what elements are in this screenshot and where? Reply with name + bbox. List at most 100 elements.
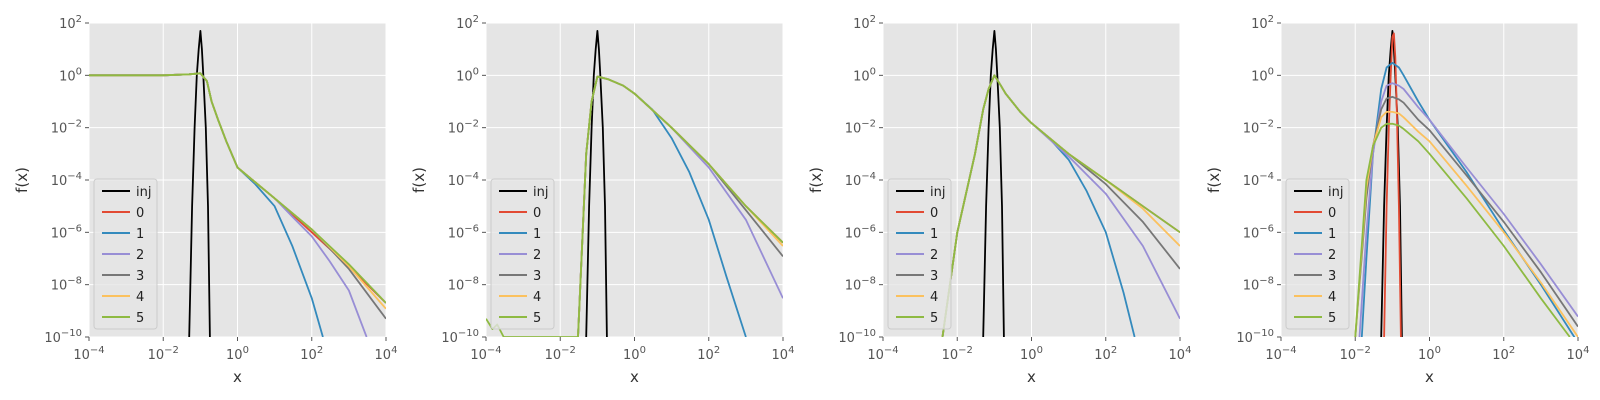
x-tick-label: 104: [1169, 345, 1192, 363]
series-line-5: [1354, 122, 1571, 337]
y-tick-label: 100: [853, 66, 876, 84]
y-tick-label: 10−10: [441, 328, 479, 346]
y-tick-label: 10−2: [1243, 119, 1274, 137]
legend-label-2: 2: [136, 248, 144, 263]
y-tick-label: 10−6: [1243, 223, 1274, 241]
y-tick-label: 10−2: [845, 119, 876, 137]
legend-label-4: 4: [136, 290, 144, 305]
y-tick-label: 10−6: [845, 223, 876, 241]
y-tick-label: 10−4: [845, 171, 876, 189]
x-tick-label: 100: [623, 345, 646, 363]
x-tick-label: 10−2: [942, 345, 973, 363]
legend-label-4: 4: [1328, 290, 1336, 305]
y-tick-label: 102: [456, 14, 479, 32]
legend-label-3: 3: [533, 269, 541, 284]
x-tick-label: 102: [1492, 345, 1515, 363]
y-tick-label: 10−6: [51, 223, 82, 241]
x-tick-label: 10−2: [148, 345, 179, 363]
legend-label-inj: inj: [1328, 185, 1343, 200]
x-tick-label: 10−4: [867, 345, 898, 363]
legend-label-inj: inj: [930, 185, 945, 200]
legend-label-3: 3: [1328, 269, 1336, 284]
legend-label-3: 3: [930, 269, 938, 284]
x-axis-label: x: [233, 368, 242, 386]
panel-3: 10−4 10−2 100 102 10410−1010−810−610−410−210…: [807, 14, 1191, 386]
series-lines: [89, 29, 386, 337]
x-axis-label: x: [1425, 368, 1434, 386]
y-tick-label: 102: [1251, 14, 1274, 32]
x-tick-label: 104: [375, 345, 398, 363]
legend-label-inj: inj: [533, 185, 548, 200]
x-tick-label: 104: [772, 345, 795, 363]
series-line-inj: [585, 29, 608, 337]
y-axis-label: f(x): [410, 167, 428, 193]
x-tick-label: 100: [226, 345, 249, 363]
legend-label-0: 0: [533, 206, 541, 221]
x-tick-label: 102: [1094, 345, 1117, 363]
y-tick-label: 10−4: [1243, 171, 1274, 189]
series-lines: [941, 29, 1180, 337]
x-tick-label: 10−4: [73, 345, 104, 363]
legend: inj 0 1 2 3 4 5: [1285, 178, 1350, 330]
series-line-5: [941, 74, 1180, 337]
legend-label-0: 0: [930, 206, 938, 221]
y-tick-label: 100: [1251, 66, 1274, 84]
series-lines: [1354, 29, 1578, 337]
legend-label-2: 2: [533, 248, 541, 263]
y-tick-label: 10−2: [448, 119, 479, 137]
x-tick-label: 100: [1418, 345, 1441, 363]
legend: inj 0 1 2 3 4 5: [490, 178, 555, 330]
legend-label-inj: inj: [136, 185, 151, 200]
panel-2: 10−4 10−2 100 102 104 10−10 10−8 10−6 10−4 10−2 10…: [410, 14, 794, 386]
legend: inj 0 1 2 3 4 5: [93, 178, 158, 330]
legend-label-5: 5: [1328, 311, 1336, 326]
y-axis-label: f(x): [807, 167, 825, 193]
legend-label-4: 4: [930, 290, 938, 305]
y-tick-label: 10−6: [448, 223, 479, 241]
y-axis-label: f(x): [13, 167, 31, 193]
x-tick-label: 10−2: [545, 345, 576, 363]
series-line-5: [89, 72, 386, 304]
y-tick-label: 10−4: [51, 171, 82, 189]
y-tick-label: 100: [59, 66, 82, 84]
legend-label-0: 0: [136, 206, 144, 221]
y-tick-label: 10−8: [1243, 276, 1274, 294]
series-line-inj: [982, 29, 1005, 337]
y-tick-label: 100: [456, 66, 479, 84]
y-axis-label: f(x): [1205, 167, 1223, 193]
y-tick-label: 10−10: [1236, 328, 1274, 346]
legend-label-2: 2: [1328, 248, 1336, 263]
legend-label-5: 5: [930, 311, 938, 326]
y-tick-label: 10−10: [838, 328, 876, 346]
series-line-0: [1383, 32, 1402, 337]
legend-label-4: 4: [533, 290, 541, 305]
legend-label-5: 5: [533, 311, 541, 326]
x-tick-label: 10−4: [1265, 345, 1296, 363]
x-tick-label: 10−4: [470, 345, 501, 363]
y-tick-label: 102: [853, 14, 876, 32]
x-tick-label: 10−2: [1340, 345, 1371, 363]
x-tick-label: 100: [1020, 345, 1043, 363]
legend-label-1: 1: [1328, 227, 1336, 242]
legend-label-2: 2: [930, 248, 938, 263]
panel-4: 10−4 10−2 100 102 10410−1010−810−610−410−210…: [1205, 14, 1589, 386]
legend-label-1: 1: [136, 227, 144, 242]
x-tick-label: 102: [300, 345, 323, 363]
y-tick-label: 10−2: [51, 119, 82, 137]
legend: inj 0 1 2 3 4 5: [887, 178, 952, 330]
y-tick-label: 10−4: [448, 171, 479, 189]
legend-label-3: 3: [136, 269, 144, 284]
y-tick-label: 102: [59, 14, 82, 32]
x-axis-label: x: [630, 368, 639, 386]
legend-label-1: 1: [930, 227, 938, 242]
series-line-inj: [188, 29, 211, 337]
x-axis-label: x: [1027, 368, 1036, 386]
x-tick-label: 102: [697, 345, 720, 363]
legend-label-0: 0: [1328, 206, 1336, 221]
y-tick-label: 10−8: [845, 276, 876, 294]
legend-label-5: 5: [136, 311, 144, 326]
y-tick-label: 10−8: [51, 276, 82, 294]
y-tick-label: 10−8: [448, 276, 479, 294]
x-tick-label: 104: [1567, 345, 1590, 363]
